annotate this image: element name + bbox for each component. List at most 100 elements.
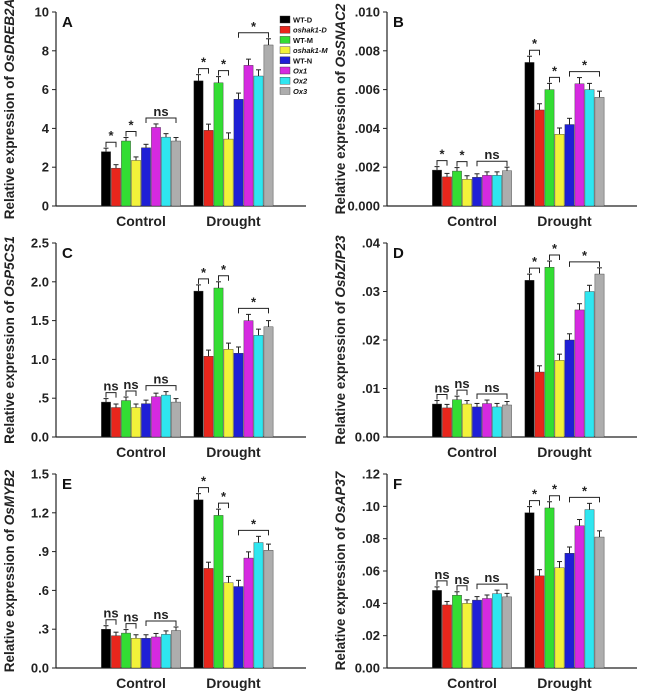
bar xyxy=(574,525,585,669)
significance-label: ns xyxy=(153,607,168,622)
bar xyxy=(243,557,254,669)
y-axis-title: Relative expression of OsSNAC2 xyxy=(333,3,348,214)
bar xyxy=(472,406,482,438)
significance-bracket xyxy=(105,141,117,148)
significance-bracket xyxy=(549,76,560,83)
bar xyxy=(161,136,171,207)
bar xyxy=(544,89,555,207)
significance-label: ns xyxy=(103,606,118,621)
y-tick-label: .02 xyxy=(362,628,380,643)
legend-label: WT-N xyxy=(293,56,312,65)
panel-c: 0.0 .5 1.0 1.5 2.0 2.5 Relative expression of … xyxy=(2,236,306,460)
panel-letter: F xyxy=(393,476,402,493)
significance-label: * xyxy=(128,118,134,133)
significance-label: * xyxy=(201,55,207,70)
legend-swatch xyxy=(279,87,291,95)
bar xyxy=(432,403,442,438)
significance-bracket xyxy=(125,390,137,397)
bar xyxy=(534,575,545,669)
significance-label: ns xyxy=(153,372,168,387)
bar xyxy=(554,360,565,438)
panel-e: 0.0 .3 .6 .9 1.2 1.5 Relative expression of Os… xyxy=(2,467,306,691)
significance-label: * xyxy=(201,474,207,489)
bar xyxy=(121,632,131,669)
panel-letter: C xyxy=(62,245,73,262)
significance-bracket xyxy=(529,500,540,506)
y-tick-label: 4 xyxy=(42,121,50,136)
bar xyxy=(263,550,274,669)
significance-bracket xyxy=(145,117,177,123)
bar xyxy=(243,320,254,438)
bar xyxy=(584,89,595,207)
significance-bracket xyxy=(476,583,508,590)
bar xyxy=(111,167,121,207)
bar xyxy=(111,635,121,669)
bar xyxy=(472,599,482,669)
significance-bracket xyxy=(456,161,468,167)
legend-swatch xyxy=(279,26,291,34)
bar xyxy=(482,175,492,207)
bar xyxy=(442,407,452,438)
significance-bracket xyxy=(436,394,448,400)
bar xyxy=(253,542,264,669)
bar xyxy=(223,138,234,207)
bar xyxy=(534,371,545,438)
significance-label: ns xyxy=(153,104,168,119)
y-tick-label: 0.000 xyxy=(347,199,380,214)
bar xyxy=(203,130,214,207)
significance-bracket xyxy=(549,254,560,261)
significance-bracket xyxy=(145,620,177,627)
bar xyxy=(171,401,181,438)
legend-label: oshak1-M xyxy=(293,46,328,55)
panel-a: 0 2 4 6 8 10 Relative expression of OsDREB2A A C… xyxy=(2,0,328,229)
y-tick-label: .002 xyxy=(355,160,380,175)
y-tick-label: .02 xyxy=(362,333,380,348)
bar xyxy=(101,401,111,438)
y-tick-label: .008 xyxy=(355,43,380,58)
bar xyxy=(594,536,605,669)
legend-swatch xyxy=(279,56,291,64)
significance-label: * xyxy=(251,516,257,531)
legend-label: Ox1 xyxy=(293,67,307,76)
significance-label: * xyxy=(582,58,588,73)
significance-label: ns xyxy=(434,567,449,582)
legend-label: Ox3 xyxy=(293,87,308,96)
y-tick-label: 1.0 xyxy=(31,352,49,367)
y-tick-label: 6 xyxy=(42,82,49,97)
legend-swatch xyxy=(279,66,291,75)
significance-label: ns xyxy=(454,572,469,587)
legend-label: oshak1-D xyxy=(293,26,327,35)
bar xyxy=(233,352,244,438)
bar xyxy=(151,636,161,669)
x-category-label: Control xyxy=(447,675,497,691)
y-tick-label: 0 xyxy=(42,199,49,214)
bar xyxy=(171,630,181,669)
significance-label: ns xyxy=(434,381,449,396)
panel-d: 0.00 .01 .02 .03 .04 Relative expression of O… xyxy=(333,235,637,460)
y-tick-label: 2.5 xyxy=(31,236,49,251)
y-tick-label: .004 xyxy=(355,121,381,136)
y-tick-label: 1.5 xyxy=(31,467,49,482)
significance-label: * xyxy=(582,248,588,263)
significance-label: * xyxy=(582,483,588,498)
bar xyxy=(584,291,595,438)
bar xyxy=(492,175,502,207)
y-tick-label: 8 xyxy=(42,43,49,58)
y-tick-label: 10 xyxy=(35,5,49,20)
bar xyxy=(223,582,234,669)
panel-letter: A xyxy=(62,14,73,31)
y-tick-label: 2.0 xyxy=(31,274,49,289)
bar xyxy=(482,598,492,669)
significance-label: * xyxy=(221,262,227,277)
y-tick-label: .006 xyxy=(355,82,380,97)
y-axis-title: Relative expression of OsMYB2 xyxy=(2,469,17,672)
bar xyxy=(544,507,555,669)
bar xyxy=(452,170,462,207)
bar xyxy=(502,596,512,669)
bar xyxy=(141,403,151,438)
significance-label: * xyxy=(251,19,257,34)
bar xyxy=(492,593,502,669)
y-tick-label: 0.00 xyxy=(355,430,380,445)
panel-b: 0.000 .002 .004 .006 .008 .010 Relative expres… xyxy=(333,3,637,229)
